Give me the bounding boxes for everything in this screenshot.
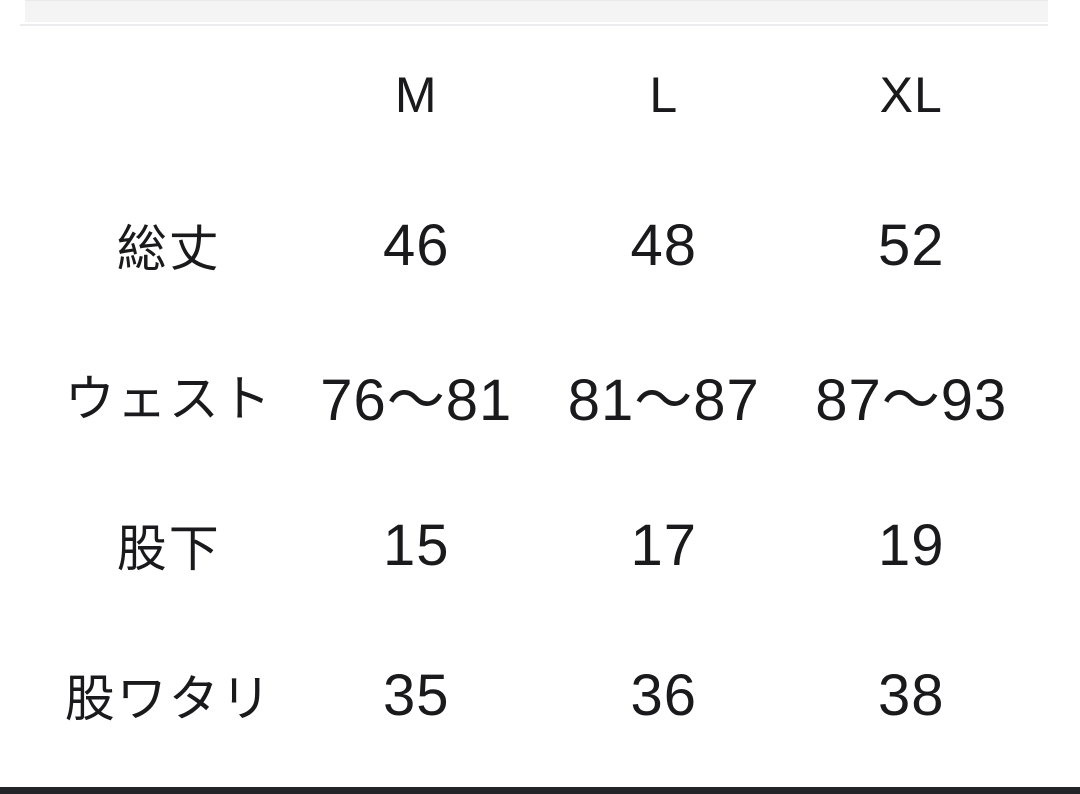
total-length-m: 46 xyxy=(382,212,450,278)
column-header-l: L xyxy=(649,67,679,123)
top-band xyxy=(25,0,1048,22)
row-label-inseam: 股下 xyxy=(116,521,221,577)
inseam-xl: 19 xyxy=(877,512,945,578)
corner-spacer xyxy=(45,20,293,170)
thigh-l: 36 xyxy=(630,662,697,728)
size-chart-table: M L XL 総丈 46 48 52 ウェスト 76〜81 81〜87 87〜9… xyxy=(45,20,1035,770)
row-label-thigh: 股ワタリ xyxy=(64,671,273,727)
inseam-m: 15 xyxy=(382,512,450,578)
waist-xl: 87〜93 xyxy=(815,368,1008,433)
column-header-m: M xyxy=(394,67,438,123)
top-divider xyxy=(20,24,1048,26)
total-length-l: 48 xyxy=(630,212,697,278)
thigh-m: 35 xyxy=(382,662,450,728)
inseam-l: 17 xyxy=(630,512,697,578)
column-header-xl: XL xyxy=(879,67,943,123)
waist-l: 81〜87 xyxy=(567,368,760,433)
row-label-total-length: 総丈 xyxy=(116,221,221,277)
row-label-waist: ウェスト xyxy=(64,371,273,427)
waist-m: 76〜81 xyxy=(320,368,513,433)
bottom-bar xyxy=(0,787,1080,794)
thigh-xl: 38 xyxy=(877,662,945,728)
total-length-xl: 52 xyxy=(877,212,945,278)
